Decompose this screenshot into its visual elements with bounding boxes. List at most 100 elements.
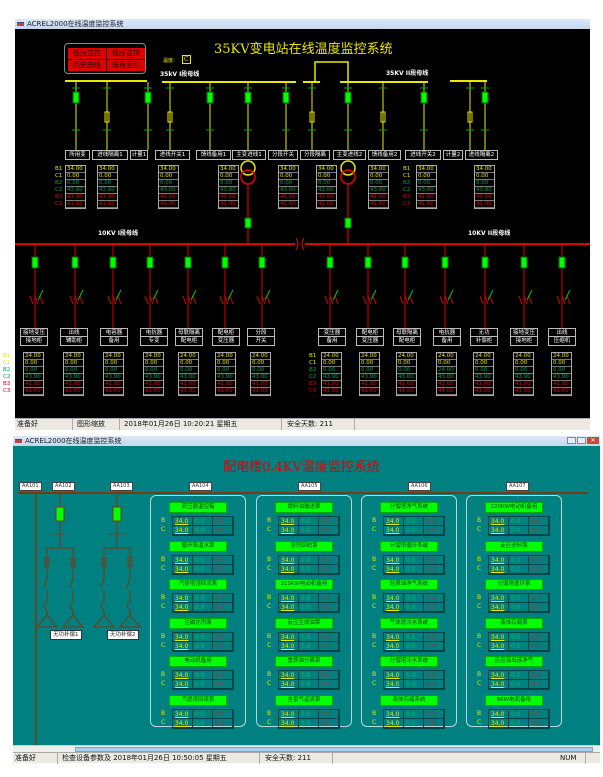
temp-table-35kv-cell: 34.00 <box>98 166 117 173</box>
equipment-name-label[interactable]: 反应液出液净气 <box>485 656 543 667</box>
breaker-10kv <box>441 256 449 269</box>
cabinet-label-35kv: 计量2 <box>443 150 463 160</box>
equipment-name-label[interactable]: 轻质油净气系统 <box>380 579 438 590</box>
contactor-icon <box>43 566 48 615</box>
temp-table-10kv: 24.00 0.00 0.00 43.00 41.00 41.00 <box>551 352 572 396</box>
temp-cell: 0.0 <box>319 671 339 680</box>
equipment-name-label[interactable]: 汽提塔回流泵 <box>169 694 227 706</box>
equipment-name-label[interactable]: 分馏塔循环泵 <box>485 579 543 590</box>
temp-table-35kv-cell: 43.00 <box>279 187 298 194</box>
temp-cell: 0.0 <box>193 718 213 728</box>
temp-cell: 0.0 <box>193 680 213 689</box>
temp-table-35kv-cell: 41.00 <box>475 194 494 201</box>
low-voltage-monitor-button[interactable]: 低压监控 <box>68 48 106 59</box>
feeder-label-line2: 压缩机 <box>553 338 571 344</box>
disconnector-icon <box>244 87 252 131</box>
temp-cell: 34.0 <box>384 594 404 603</box>
breaker-35kv <box>481 91 489 104</box>
temp-table-10kv-cell: 0.00 <box>216 367 235 374</box>
temp-table-35kv-cell: 41.00 <box>475 201 494 208</box>
equipment-name-label[interactable]: 8KW电机备用 <box>485 694 543 706</box>
temp-cell: 34.0 <box>279 680 299 689</box>
temp-table-10kv-cell: 43.00 <box>474 374 493 381</box>
equipment-name-label[interactable]: 液体石蜡泵 <box>485 617 543 629</box>
cabinet-label-35kv: 主变进线1 <box>232 150 266 160</box>
temp-table-10kv-cell: 0.00 <box>397 360 416 367</box>
temp-table-10kv-cell: 41.00 <box>144 381 163 388</box>
bottom-main-title: 配电楼0.4KV温度监控系统 <box>223 460 380 475</box>
temp-table-04kv: 34.0 0.0 0.0 34.0 0.0 0.0 <box>383 670 445 690</box>
temp-table-35kv-cell: 0.00 <box>279 173 298 180</box>
close-button[interactable]: ✕ <box>587 437 599 444</box>
report-index-button[interactable]: 报表索引 <box>107 60 145 71</box>
temp-cell: 0.0 <box>424 709 444 719</box>
history-curve-button[interactable]: 历史曲线 <box>68 60 106 71</box>
equipment-name-label[interactable]: 燃料油输送泵 <box>275 502 333 513</box>
temp-cell: 34.0 <box>384 680 404 689</box>
temp-table-10kv-cell: 43.00 <box>64 374 83 381</box>
temp-table-10kv-cell: 43.00 <box>144 374 163 381</box>
phase-label: C <box>372 718 377 726</box>
phase-label: C <box>161 680 166 687</box>
feeder-label-10kv: 电抗器 备用 <box>433 328 461 346</box>
cabinet-tag: AA102 <box>52 482 75 491</box>
equipment-name-label[interactable]: 重质油分离泵 <box>275 656 333 667</box>
feeder-label-10kv: 出线 压缩机 <box>548 328 576 346</box>
temp-cell: 0.0 <box>529 564 549 574</box>
equipment-name-label[interactable]: 气体提冷水系统 <box>380 617 438 629</box>
minimize-button[interactable] <box>567 437 576 444</box>
maximize-button[interactable] <box>577 437 586 444</box>
equipment-name-label[interactable]: 循环降温水泵 <box>169 540 227 552</box>
temp-cell: 0.0 <box>424 641 444 651</box>
temp-table-10kv-cell: 41.00 <box>322 381 341 388</box>
scrollbar-thumb[interactable] <box>75 747 593 752</box>
current-transformer-icon <box>219 295 234 305</box>
temp-cell: 0.0 <box>404 564 424 574</box>
equipment-name-label[interactable]: 注碱化剂泵 <box>169 617 227 629</box>
tx1-breaker <box>244 217 252 229</box>
temp-table-10kv-cell: 0.00 <box>322 367 341 374</box>
equipment-name-label[interactable]: 分馏塔净气系统 <box>380 502 438 513</box>
temp-cell: 0.0 <box>529 709 549 719</box>
temp-table-35kv-cell: 41.00 <box>66 201 85 208</box>
equipment-name-label[interactable]: 220KW电动机备用 <box>485 502 543 513</box>
equipment-name-label[interactable]: 分馏塔冷水系统 <box>380 656 438 667</box>
temp-cell: 34.0 <box>489 718 509 728</box>
phase-label: B <box>477 517 482 524</box>
temp-table-35kv-cell: 0.00 <box>369 180 388 187</box>
temp-table-10kv-cell: 24.00 <box>216 353 235 360</box>
temp-table-10kv: 24.00 0.00 0.00 43.00 41.00 41.00 <box>215 352 236 396</box>
feeder-label-line2: 开关 <box>255 338 267 344</box>
equipment-name-label[interactable]: 分馏塔循环系统 <box>380 540 438 552</box>
feeder-label-line2: 配电柜 <box>398 338 416 344</box>
horizontal-scrollbar[interactable] <box>13 745 600 752</box>
temp-table-35kv-cell: 41.00 <box>98 194 117 201</box>
app-icon <box>15 439 22 443</box>
equipment-name-label[interactable]: 汽提塔顶回流泵 <box>169 579 227 590</box>
current-transformer-icon <box>144 295 159 305</box>
feeder-label-10kv: 母联隔离 配电柜 <box>393 328 421 346</box>
cabinet-label-35kv: 馈线备用1 <box>196 150 231 160</box>
equipment-name-label[interactable]: 315KW电动机备用 <box>275 579 333 590</box>
temp-cell: 0.0 <box>213 671 233 680</box>
comp-breaker <box>112 506 122 522</box>
temp-cell: 0.0 <box>193 526 213 535</box>
equipment-name-label[interactable]: 溶剂回收泵 <box>275 540 333 552</box>
temp-table-04kv: 34.0 0.0 0.0 34.0 0.0 0.0 <box>488 516 550 536</box>
temp-table-10kv-cell: 41.00 <box>216 388 235 395</box>
low-voltage-monitor-button-2[interactable]: 低压监控 <box>107 48 145 59</box>
temp-table-10kv-cell: 41.00 <box>360 381 379 388</box>
equipment-name-label[interactable]: 反应生成油泵 <box>275 617 333 629</box>
temp-table-10kv-cell: 0.00 <box>24 367 43 374</box>
equipment-name-label[interactable]: 液体石蜡系统 <box>380 694 438 706</box>
temp-table-35kv-cell: 34.00 <box>317 166 336 173</box>
equipment-name-label[interactable]: 含氢气返流泵 <box>275 694 333 706</box>
equipment-name-label[interactable]: 反应进料泵 <box>485 540 543 552</box>
equipment-name-label[interactable]: 电动机备用 <box>169 656 227 667</box>
temp-cell: 0.0 <box>193 671 213 680</box>
equipment-name-label[interactable]: 变压器温控箱 <box>169 502 227 513</box>
phase-label: C <box>372 641 377 649</box>
temp-table-04kv: 34.0 0.0 0.0 34.0 0.0 0.0 <box>383 554 445 575</box>
temp-unit-toggle[interactable]: C <box>182 55 191 64</box>
current-transformer-icon <box>518 295 533 305</box>
